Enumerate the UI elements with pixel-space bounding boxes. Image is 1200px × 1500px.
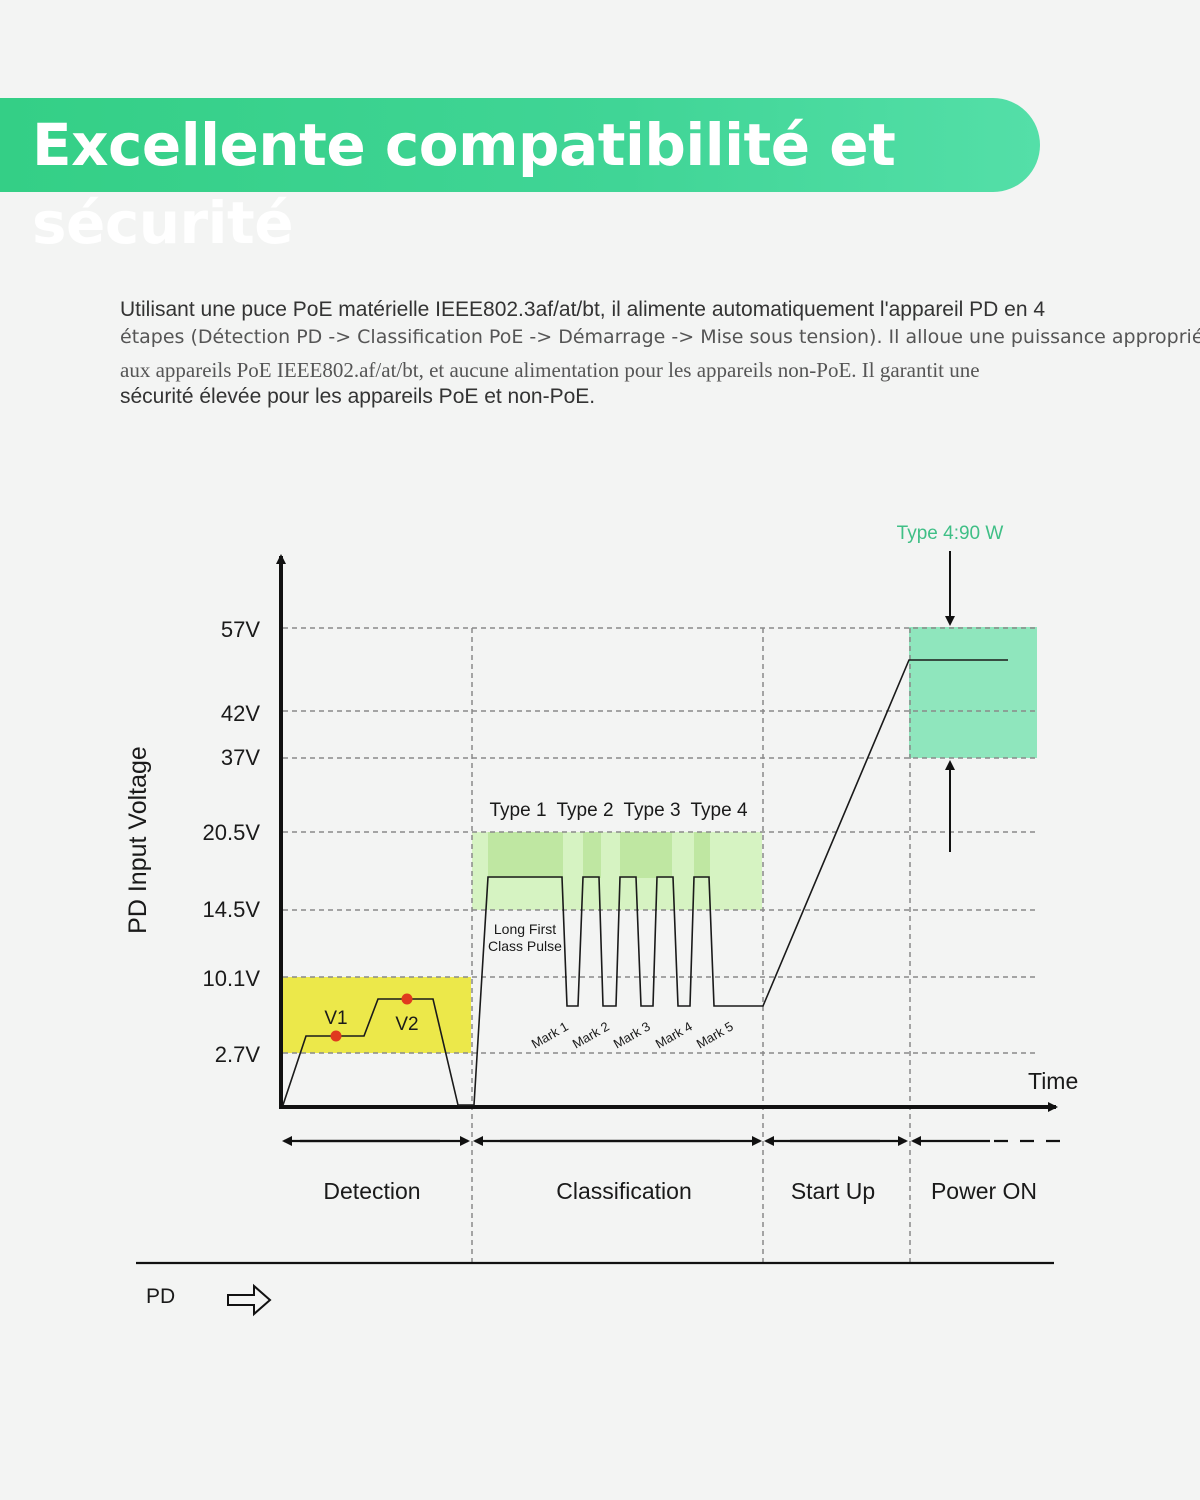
v1-label: V1: [324, 1008, 347, 1029]
phase-label-poweron: Power ON: [931, 1178, 1037, 1204]
description: Utilisant une puce PoE matérielle IEEE80…: [120, 296, 1200, 410]
v1-point: [330, 1030, 342, 1042]
right-arrow-icon: [227, 1283, 272, 1317]
detection-zone: [283, 977, 471, 1053]
classification-band: [620, 832, 672, 878]
description-line-2: étapes (Détection PD -> Classification P…: [120, 326, 1200, 348]
power-zone: [909, 627, 1037, 758]
type-label: Type 4: [690, 800, 747, 821]
title-banner: Excellente compatibilité et sécurité: [0, 98, 1040, 257]
mark-label: Mark 2: [570, 1019, 612, 1052]
phase-label-detection: Detection: [323, 1178, 420, 1204]
mark-label: Mark 1: [529, 1019, 571, 1052]
pd-label: PD: [146, 1285, 175, 1308]
y-tick-label: 37V: [221, 745, 260, 770]
description-line-4: sécurité élevée pour les appareils PoE e…: [120, 385, 596, 408]
pulse-label-line-2: Class Pulse: [488, 938, 562, 954]
y-tick-label: 20.5V: [203, 820, 261, 845]
pulse-label-line-1: Long First: [494, 921, 556, 937]
y-tick-label: 42V: [221, 701, 260, 726]
mark-label: Mark 5: [694, 1019, 736, 1052]
description-line-3: aux appareils PoE IEEE802.af/at/bt, et a…: [120, 358, 980, 382]
classification-band: [583, 832, 601, 878]
type-label: Type 1: [489, 800, 546, 821]
classification-band: [488, 832, 563, 878]
type-label: Type 3: [623, 800, 680, 821]
power-label: Type 4:90 W: [897, 523, 1004, 544]
type-label: Type 2: [556, 800, 613, 821]
page-title: Excellente compatibilité et sécurité: [32, 111, 896, 257]
phase-label-startup: Start Up: [791, 1178, 875, 1204]
mark-label: Mark 4: [653, 1019, 695, 1052]
mark-label: Mark 3: [611, 1019, 653, 1052]
classification-band: [694, 832, 710, 878]
phase-label-classification: Classification: [556, 1178, 692, 1204]
y-tick-label: 2.7V: [215, 1042, 261, 1067]
v2-label: V2: [395, 1014, 418, 1035]
x-axis-label: Time: [1028, 1068, 1078, 1094]
y-axis-label: PD Input Voltage: [124, 746, 152, 934]
signal-waveform: [282, 659, 1008, 1106]
y-tick-label: 57V: [221, 617, 260, 642]
description-line-1: Utilisant une puce PoE matérielle IEEE80…: [120, 298, 1046, 321]
y-tick-label: 14.5V: [203, 897, 261, 922]
y-tick-label: 10.1V: [203, 966, 261, 991]
v2-point: [401, 993, 413, 1005]
